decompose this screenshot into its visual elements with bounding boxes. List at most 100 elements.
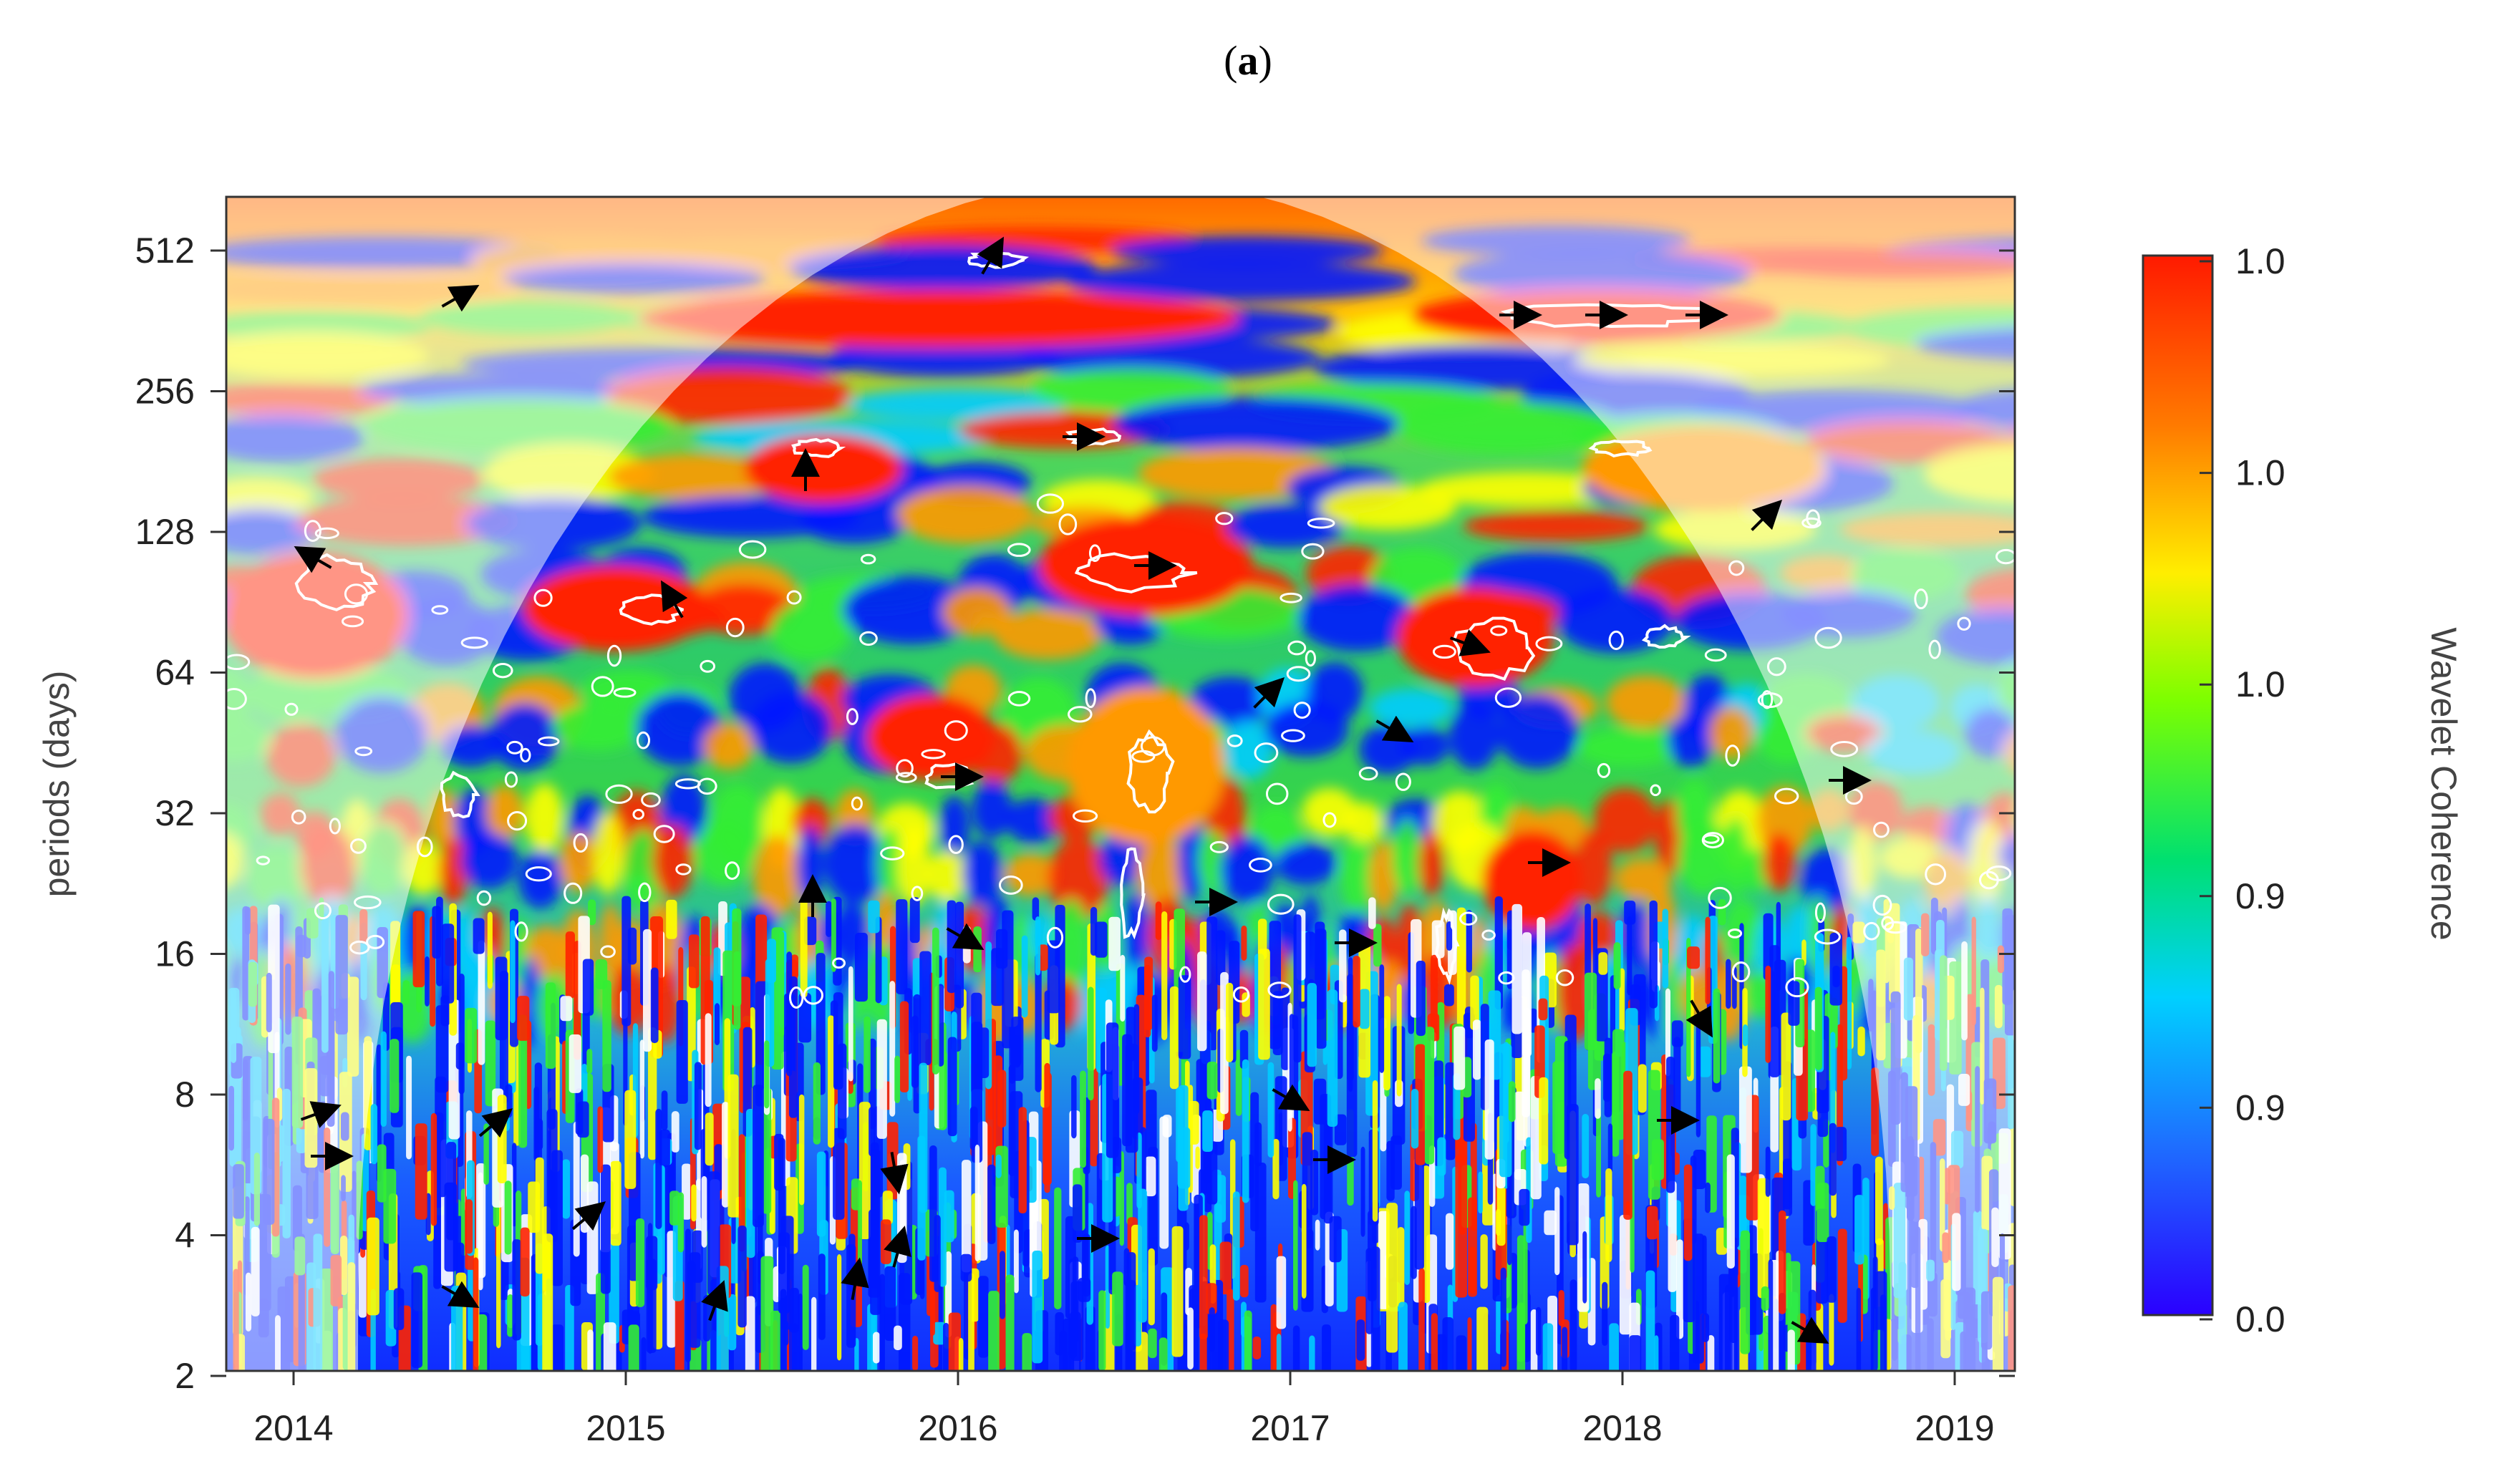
texture-streak: [1133, 1004, 1140, 1115]
texture-streak: [831, 898, 836, 972]
coherence-blob: [693, 583, 794, 636]
texture-streak: [1499, 1044, 1512, 1178]
texture-streak: [1761, 1286, 1769, 1311]
texture-streak: [478, 940, 485, 1065]
texture-streak: [628, 1324, 639, 1371]
cone-of-influence: [226, 197, 2015, 1371]
significance-contour: [537, 736, 560, 747]
plot-area: [226, 197, 2015, 1371]
texture-streak: [778, 931, 785, 1038]
significance-contour: [1007, 691, 1031, 707]
texture-streak: [1073, 1184, 1083, 1243]
texture-streak: [1397, 1226, 1405, 1308]
texture-streak: [1738, 1066, 1752, 1173]
texture-streak: [788, 1323, 798, 1371]
significance-contour: [1307, 518, 1335, 529]
texture-streak: [1810, 1124, 1817, 1206]
texture-streak: [473, 1257, 479, 1371]
texture-streak: [1047, 940, 1060, 1014]
texture-streak: [813, 1062, 821, 1145]
plot-frame: [225, 195, 2016, 1372]
texture-streak: [882, 1190, 893, 1225]
texture-streak: [542, 1233, 553, 1371]
significance-contour: [1608, 630, 1624, 651]
texture-streak: [650, 967, 659, 1044]
phase-arrow: [880, 1152, 909, 1195]
texture-streak: [1781, 1012, 1791, 1121]
colorbar-tick-label: 0.0: [2235, 1299, 2285, 1339]
y-tick-label: 512: [135, 231, 195, 271]
texture-streak: [1827, 1236, 1837, 1303]
texture-streak: [800, 898, 808, 998]
texture-streak: [1327, 989, 1338, 1127]
texture-streak: [934, 1215, 941, 1292]
texture-streak: [1416, 961, 1426, 1037]
texture-streak: [483, 1123, 489, 1185]
coherence-blob: [695, 820, 754, 886]
coherence-blob: [770, 600, 851, 662]
significance-contour: [944, 720, 968, 741]
texture-streak: [689, 1252, 701, 1348]
significance-contour: [1067, 706, 1093, 723]
texture-streak: [1035, 916, 1041, 976]
texture-streak: [478, 1172, 483, 1291]
texture-streak: [1582, 1114, 1590, 1179]
texture-streak: [1005, 1274, 1015, 1371]
significance-contour: [911, 886, 924, 901]
texture-streak: [1169, 986, 1179, 1090]
coherence-blob: [1030, 368, 1229, 411]
significance-contour: [525, 866, 552, 882]
texture-streak: [1289, 1014, 1295, 1095]
texture-streak: [1404, 1190, 1411, 1285]
texture-streak: [1880, 1294, 1886, 1371]
texture-streak: [1386, 1140, 1395, 1201]
texture-streak: [1373, 923, 1382, 967]
texture-streak: [377, 1144, 387, 1203]
texture-streak: [1386, 1203, 1398, 1353]
significance-contour: [1814, 928, 1841, 945]
texture-streak: [1055, 1312, 1064, 1356]
coherence-blob: [800, 501, 908, 544]
coherence-blob: [1605, 675, 1687, 729]
texture-streak: [1032, 1250, 1043, 1364]
texture-streak: [1108, 916, 1121, 971]
texture-streak: [868, 900, 880, 933]
texture-streak: [430, 1112, 437, 1226]
texture-streak: [1071, 1075, 1077, 1139]
texture-streak: [677, 1192, 685, 1253]
texture-streak: [1239, 1029, 1249, 1070]
coherence-blob: [1264, 702, 1349, 757]
significance-contour: [613, 687, 637, 698]
texture-streak: [1013, 1229, 1019, 1294]
x-tick-label: 2014: [253, 1408, 333, 1448]
texture-streak: [1872, 1256, 1878, 1371]
texture-streak: [1467, 1317, 1472, 1371]
texture-streak: [370, 1103, 378, 1165]
coherence-blob: [1401, 726, 1450, 766]
significance-contour: [1305, 650, 1316, 667]
texture-streak: [1431, 1313, 1438, 1371]
texture-streak: [1613, 942, 1621, 989]
texture-streak: [1226, 982, 1234, 1062]
texture-streak: [1445, 1213, 1454, 1270]
texture-streak: [1242, 1059, 1249, 1203]
significance-contour: [504, 771, 518, 788]
texture-streak: [1602, 1281, 1608, 1347]
texture-streak: [1455, 1155, 1468, 1298]
texture-streak: [857, 1180, 862, 1266]
texture-streak: [671, 1111, 679, 1153]
texture-streak: [496, 1200, 501, 1349]
coherence-blob: [1048, 837, 1109, 921]
significance-contour: [636, 731, 651, 750]
phase-arrow: [571, 1201, 606, 1231]
coherence-blob: [460, 832, 518, 889]
coherence-blob: [796, 826, 823, 903]
texture-streak: [1011, 1017, 1024, 1081]
texture-streak: [1431, 954, 1438, 1042]
texture-streak: [1195, 1146, 1200, 1169]
texture-streak: [1126, 1183, 1133, 1226]
texture-streak: [1269, 921, 1282, 1049]
texture-streak: [1267, 1062, 1274, 1158]
texture-streak: [1158, 1337, 1168, 1371]
